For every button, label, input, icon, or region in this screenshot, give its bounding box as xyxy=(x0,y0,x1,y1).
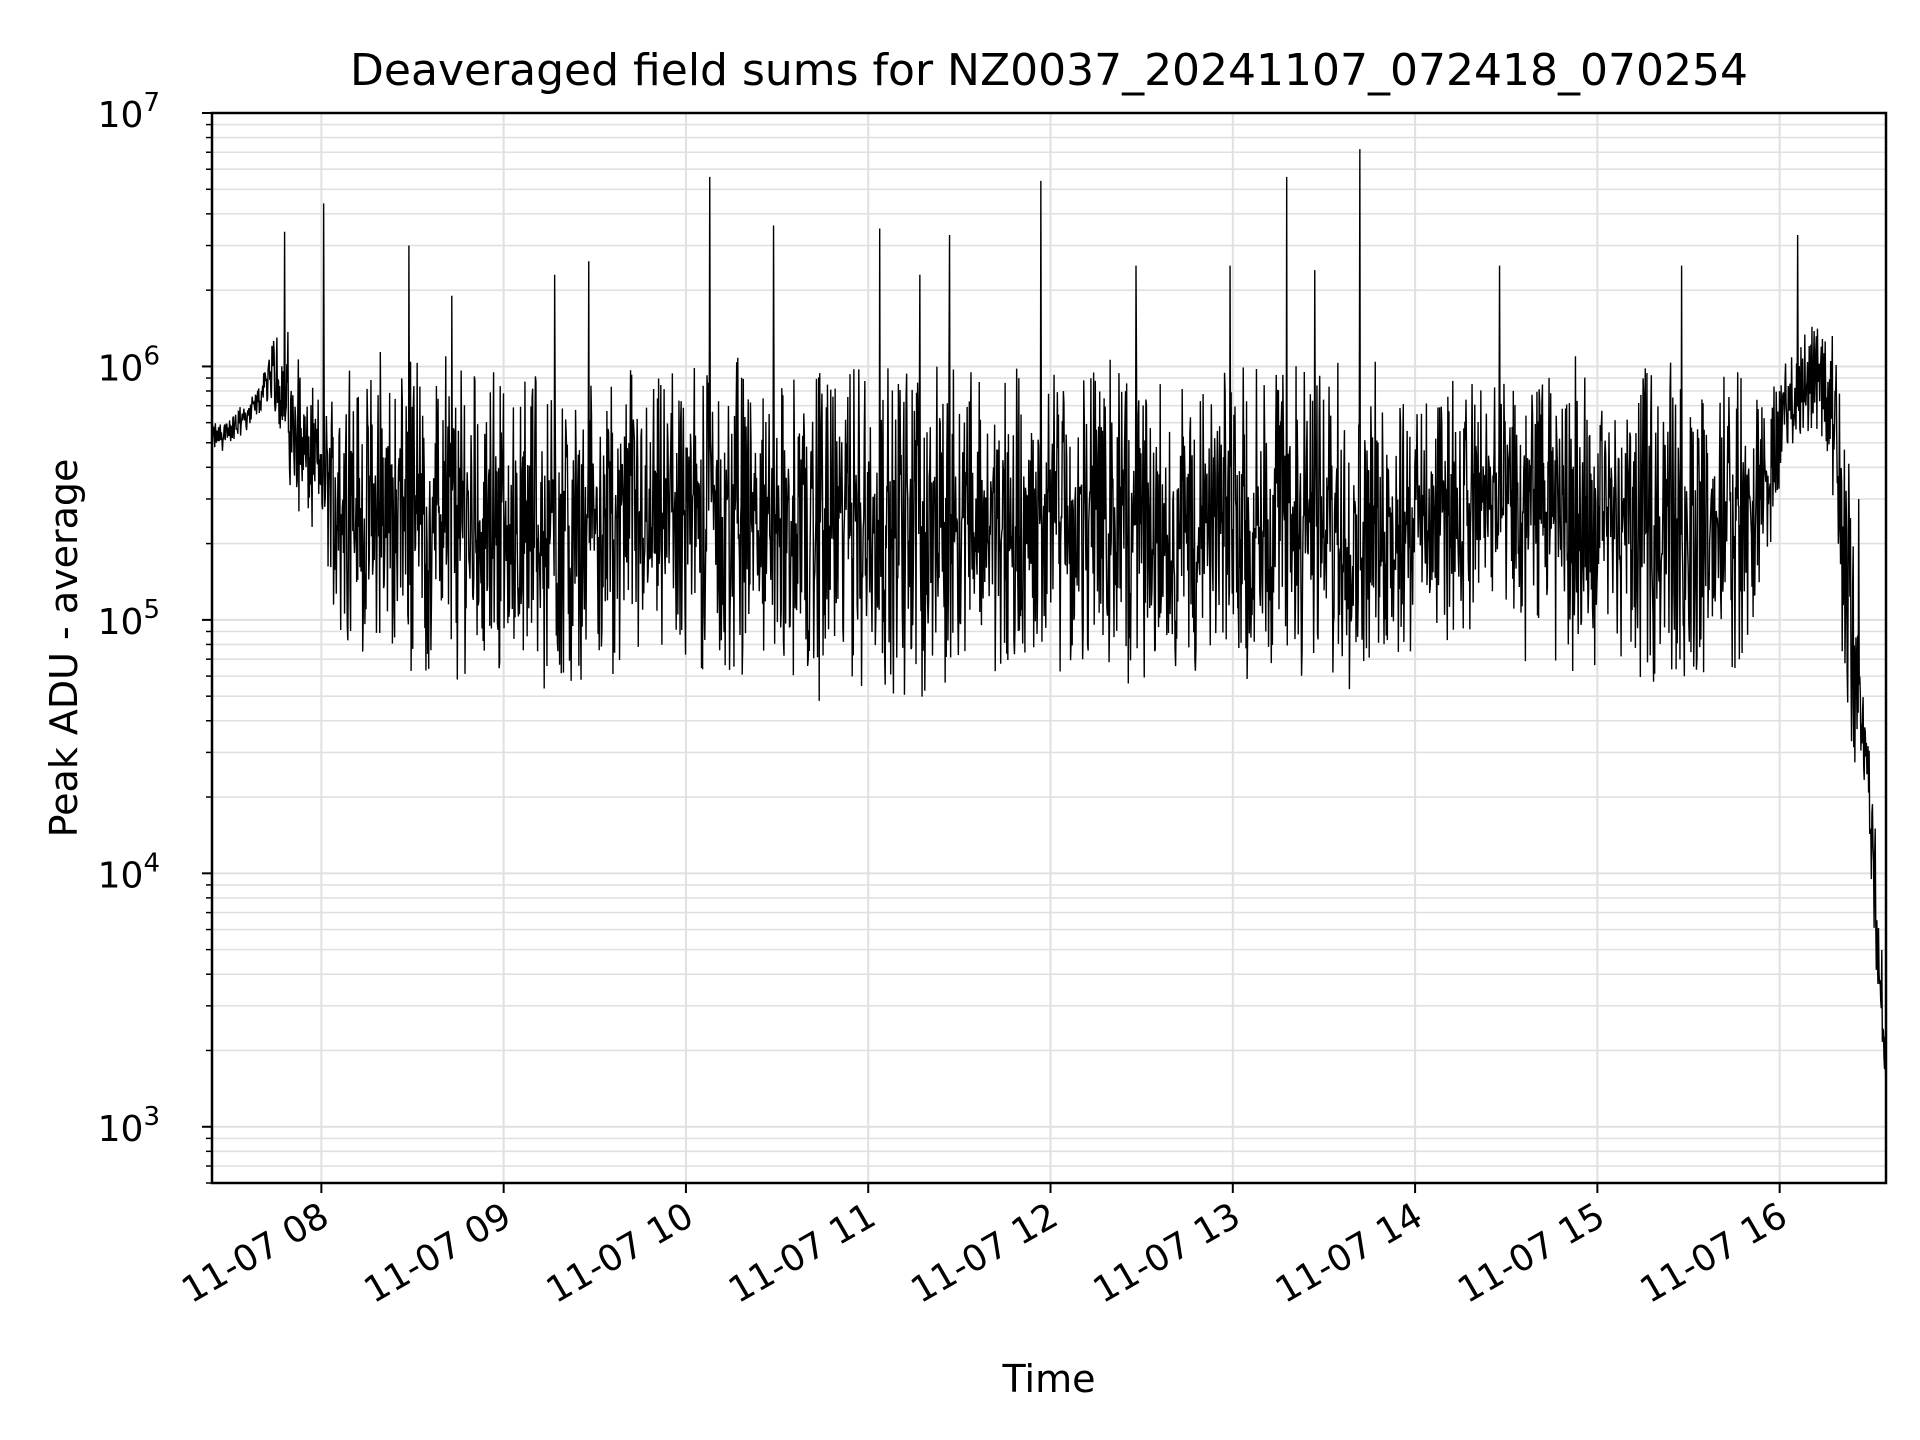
y-tick-label: 103 xyxy=(98,1102,160,1150)
series-line xyxy=(212,149,1886,1076)
chart-title: Deaveraged field sums for NZ0037_2024110… xyxy=(350,45,1748,96)
grid xyxy=(212,112,1886,1184)
y-tick-label: 106 xyxy=(98,341,160,389)
y-tick-label: 105 xyxy=(98,595,160,643)
y-tick-label: 107 xyxy=(98,88,160,136)
y-axis-label: Peak ADU - average xyxy=(42,459,86,838)
y-tick-label: 104 xyxy=(98,848,160,896)
plot-frame xyxy=(210,111,1888,1185)
x-axis-label: Time xyxy=(1002,1357,1096,1401)
plot-area xyxy=(212,149,1886,1076)
